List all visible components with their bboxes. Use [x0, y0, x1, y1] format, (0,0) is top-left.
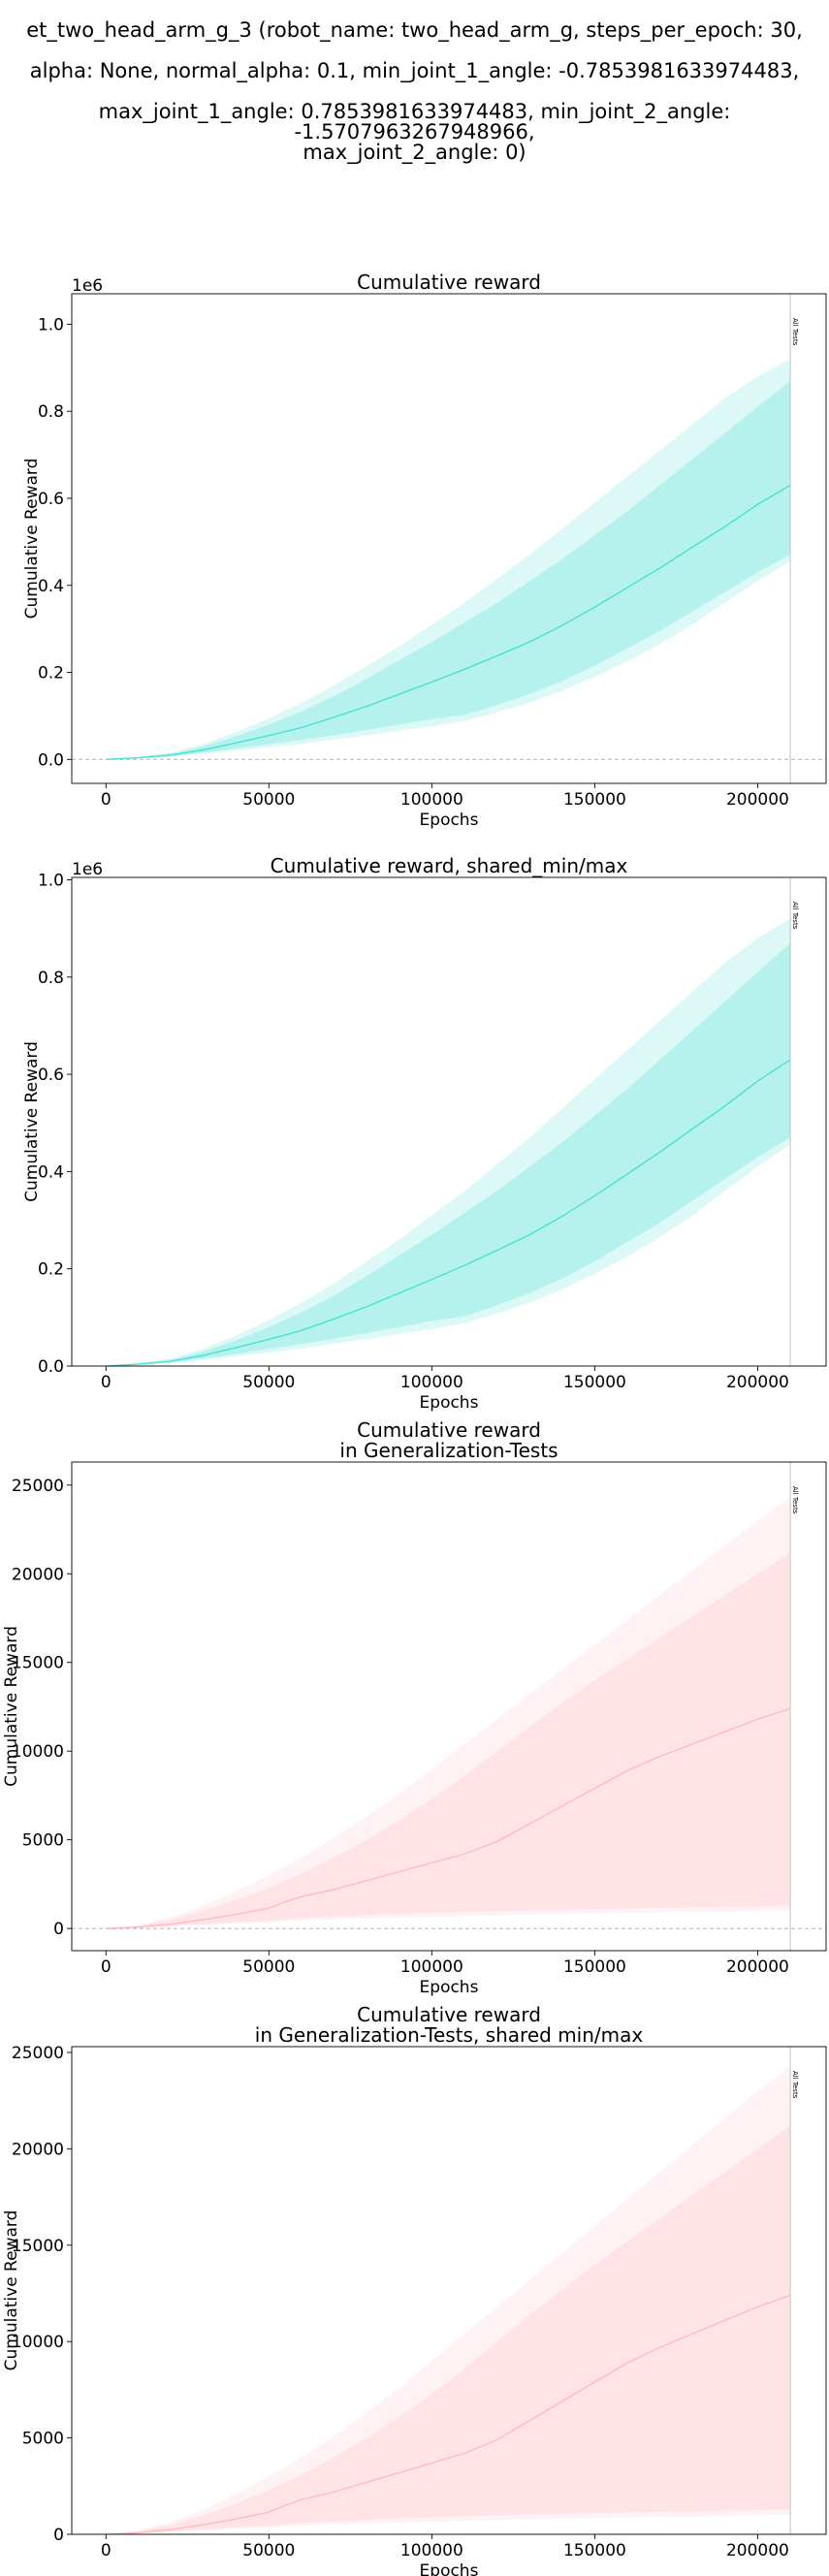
y-tick-label: 0.8: [38, 402, 64, 422]
suptitle-line: max_joint_1_angle: 0.7853981633974483, m…: [98, 100, 731, 143]
x-tick-label: 100000: [400, 790, 463, 810]
x-tick-label: 50000: [242, 790, 295, 810]
y-tick-label: 1.0: [38, 315, 64, 334]
std-band: [106, 1552, 791, 1929]
x-tick-label: 100000: [400, 2541, 463, 2560]
chart-title-line: Cumulative reward: [357, 270, 541, 294]
y-tick-label: 1.0: [38, 872, 64, 891]
x-tick-label: 100000: [400, 1957, 463, 1977]
y-tick-label: 0.6: [38, 1065, 64, 1085]
min-max-band: [106, 918, 791, 1366]
x-tick-label: 200000: [726, 1957, 789, 1977]
y-tick-label: 10000: [12, 1742, 64, 1762]
x-axis-label: Epochs: [420, 2561, 479, 2576]
y-tick-label: 20000: [12, 1565, 64, 1584]
x-tick-label: 200000: [726, 1373, 789, 1392]
suptitle-line: et_two_head_arm_g_3 (robot_name: two_hea…: [26, 18, 803, 42]
y-axis-label: Cumulative Reward: [22, 459, 42, 620]
y-axis-label: Cumulative Reward: [22, 1041, 42, 1202]
x-tick-label: 0: [101, 2541, 112, 2560]
min-max-band: [106, 2065, 791, 2534]
all-tests-label: All Tests: [791, 1486, 799, 1514]
chart-panel-4: All Tests 0 50000 100000 150000 200000 0 5000 10…: [2, 2003, 827, 2576]
chart-title-line: Cumulative reward: [357, 1418, 541, 1442]
chart-panel-2: All Tests 0 50000 100000 150000 200000 0.0 0.2 0…: [22, 854, 827, 1413]
mean-line: [106, 1707, 791, 1929]
y-tick-label: 5000: [22, 1831, 64, 1851]
y-tick-label: 0.0: [38, 750, 64, 770]
chart-title-line: Cumulative reward, shared_min/max: [271, 854, 628, 877]
mean-line: [106, 1059, 791, 1366]
y-tick-label: 0.8: [38, 969, 64, 988]
plot-frame: [71, 293, 827, 784]
suptitle-line: max_joint_2_angle: 0): [303, 141, 526, 164]
x-axis-label: Epochs: [420, 1978, 479, 1997]
y-tick-label: 0.0: [38, 1357, 64, 1377]
x-tick-label: 0: [101, 790, 112, 810]
y-tick-label: 15000: [12, 1654, 64, 1673]
min-max-band: [106, 359, 791, 760]
std-band: [106, 942, 791, 1366]
plot-frame: [71, 1461, 827, 1952]
x-tick-label: 50000: [242, 1957, 295, 1977]
plot-area: [106, 2047, 791, 2534]
y-tick-label: 10000: [12, 2333, 64, 2352]
y-tick-label: 25000: [12, 1477, 64, 1496]
all-tests-label: All Tests: [791, 902, 799, 930]
y-tick-label: 0.4: [38, 1162, 64, 1182]
y-tick-label: 0: [53, 1920, 64, 1939]
figure-suptitle: et_two_head_arm_g_3 (robot_name: two_hea…: [0, 0, 829, 183]
x-tick-label: 0: [101, 1373, 112, 1392]
std-band: [106, 2125, 791, 2534]
suptitle-line: alpha: None, normal_alpha: 0.1, min_join…: [29, 59, 800, 82]
x-tick-label: 50000: [242, 1373, 295, 1392]
y-offset-label: 1e6: [72, 860, 103, 879]
mean-line: [106, 484, 791, 760]
x-axis-label: Epochs: [420, 811, 479, 830]
chart-panel-1: All Tests 0 50000 100000 150000 200000 0.0 0.2 0…: [22, 270, 827, 830]
y-tick-label: 0.6: [38, 490, 64, 509]
x-tick-label: 0: [101, 1957, 112, 1977]
x-axis-label: Epochs: [420, 1393, 479, 1413]
plot-frame: [71, 2046, 827, 2535]
x-tick-label: 200000: [726, 2541, 789, 2560]
y-axis-label: Cumulative Reward: [2, 2210, 21, 2371]
all-tests-label: All Tests: [791, 2071, 799, 2099]
x-tick-label: 200000: [726, 790, 789, 810]
y-tick-label: 25000: [12, 2044, 64, 2063]
plot-area: [72, 1462, 826, 1951]
y-tick-label: 20000: [12, 2140, 64, 2159]
mean-line: [106, 2294, 791, 2534]
min-max-band: [106, 1497, 791, 1929]
plot-frame: [71, 876, 827, 1367]
x-tick-label: 150000: [563, 1957, 626, 1977]
plot-area: [106, 877, 791, 1366]
y-tick-label: 0.4: [38, 577, 64, 596]
y-tick-label: 0.2: [38, 1260, 64, 1280]
y-tick-label: 0.2: [38, 664, 64, 684]
chart-title-line: Cumulative reward: [357, 2003, 541, 2026]
y-offset-label: 1e6: [72, 276, 103, 296]
y-tick-label: 5000: [22, 2430, 64, 2449]
y-axis-label: Cumulative Reward: [2, 1626, 21, 1787]
y-tick-label: 15000: [12, 2237, 64, 2256]
x-tick-label: 50000: [242, 2541, 295, 2560]
chart-title-line: in Generalization-Tests, shared min/max: [255, 2023, 644, 2047]
chart-panel-3: All Tests 0 50000 100000 150000 200000 0 5000 10…: [2, 1418, 827, 1997]
all-tests-label: All Tests: [791, 318, 799, 346]
std-band: [106, 380, 791, 760]
x-tick-label: 100000: [400, 1373, 463, 1392]
y-tick-label: 0: [53, 2526, 64, 2545]
x-tick-label: 150000: [563, 2541, 626, 2560]
x-tick-label: 150000: [563, 1373, 626, 1392]
x-tick-label: 150000: [563, 790, 626, 810]
plot-area: [72, 294, 826, 783]
chart-title-line: in Generalization-Tests: [339, 1439, 558, 1462]
